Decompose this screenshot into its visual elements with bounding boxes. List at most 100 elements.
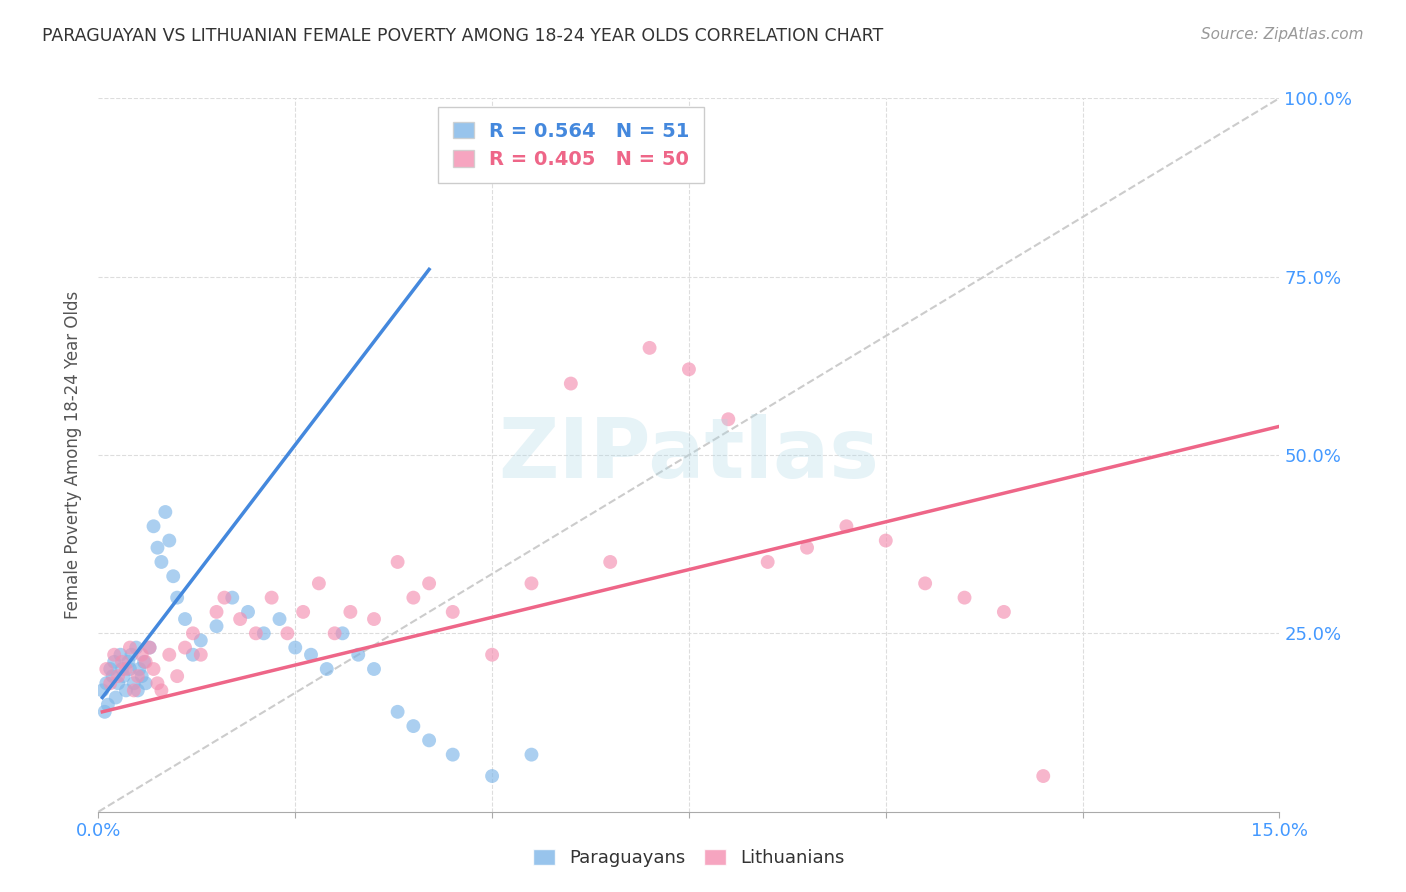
Point	[98, 662, 121, 676]
Point	[205, 605, 228, 619]
Point	[292, 605, 315, 619]
Point	[118, 662, 141, 676]
Point	[276, 626, 298, 640]
Point	[96, 676, 118, 690]
Point	[190, 648, 212, 662]
Point	[245, 626, 267, 640]
Point	[128, 662, 150, 676]
Point	[125, 640, 148, 655]
Point	[229, 612, 252, 626]
Point	[481, 648, 503, 662]
Legend: Paraguayans, Lithuanians: Paraguayans, Lithuanians	[526, 841, 852, 874]
Point	[97, 698, 120, 712]
Point	[104, 690, 127, 705]
Point	[146, 676, 169, 690]
Point	[132, 655, 155, 669]
Point	[315, 662, 337, 676]
Point	[221, 591, 243, 605]
Point	[117, 655, 139, 669]
Point	[142, 662, 165, 676]
Point	[638, 341, 661, 355]
Y-axis label: Female Poverty Among 18-24 Year Olds: Female Poverty Among 18-24 Year Olds	[65, 291, 83, 619]
Point	[560, 376, 582, 391]
Point	[157, 648, 180, 662]
Point	[115, 683, 138, 698]
Point	[953, 591, 976, 605]
Point	[174, 612, 197, 626]
Point	[131, 648, 153, 662]
Point	[253, 626, 276, 640]
Point	[363, 612, 385, 626]
Point	[122, 683, 145, 698]
Point	[339, 605, 361, 619]
Point	[166, 669, 188, 683]
Point	[127, 683, 149, 698]
Point	[308, 576, 330, 591]
Point	[402, 719, 425, 733]
Point	[260, 591, 283, 605]
Point	[93, 705, 115, 719]
Point	[103, 655, 125, 669]
Point	[520, 576, 543, 591]
Point	[142, 519, 165, 533]
Point	[363, 662, 385, 676]
Point	[441, 747, 464, 762]
Point	[323, 626, 346, 640]
Point	[157, 533, 180, 548]
Point	[181, 626, 204, 640]
Point	[599, 555, 621, 569]
Point	[402, 591, 425, 605]
Text: PARAGUAYAN VS LITHUANIAN FEMALE POVERTY AMONG 18-24 YEAR OLDS CORRELATION CHART: PARAGUAYAN VS LITHUANIAN FEMALE POVERTY …	[42, 27, 883, 45]
Point	[174, 640, 197, 655]
Point	[98, 676, 121, 690]
Point	[181, 648, 204, 662]
Point	[111, 655, 134, 669]
Point	[441, 605, 464, 619]
Point	[127, 669, 149, 683]
Point	[1032, 769, 1054, 783]
Point	[135, 655, 157, 669]
Point	[107, 676, 129, 690]
Point	[118, 640, 141, 655]
Point	[418, 576, 440, 591]
Point	[135, 676, 157, 690]
Point	[101, 669, 124, 683]
Point	[993, 605, 1015, 619]
Point	[162, 569, 184, 583]
Point	[166, 591, 188, 605]
Point	[214, 591, 236, 605]
Point	[131, 669, 153, 683]
Point	[150, 555, 173, 569]
Point	[155, 505, 177, 519]
Point	[418, 733, 440, 747]
Point	[150, 683, 173, 698]
Point	[756, 555, 779, 569]
Point	[107, 669, 129, 683]
Point	[91, 683, 114, 698]
Point	[678, 362, 700, 376]
Point	[717, 412, 740, 426]
Point	[284, 640, 307, 655]
Point	[111, 662, 134, 676]
Text: ZIPatlas: ZIPatlas	[499, 415, 879, 495]
Point	[115, 662, 138, 676]
Point	[103, 648, 125, 662]
Point	[110, 648, 132, 662]
Point	[875, 533, 897, 548]
Point	[146, 541, 169, 555]
Point	[236, 605, 259, 619]
Point	[481, 769, 503, 783]
Point	[122, 676, 145, 690]
Point	[269, 612, 291, 626]
Point	[299, 648, 322, 662]
Point	[332, 626, 354, 640]
Point	[347, 648, 370, 662]
Point	[387, 705, 409, 719]
Point	[914, 576, 936, 591]
Point	[121, 648, 143, 662]
Point	[190, 633, 212, 648]
Point	[138, 640, 160, 655]
Text: Source: ZipAtlas.com: Source: ZipAtlas.com	[1201, 27, 1364, 42]
Point	[112, 669, 135, 683]
Point	[387, 555, 409, 569]
